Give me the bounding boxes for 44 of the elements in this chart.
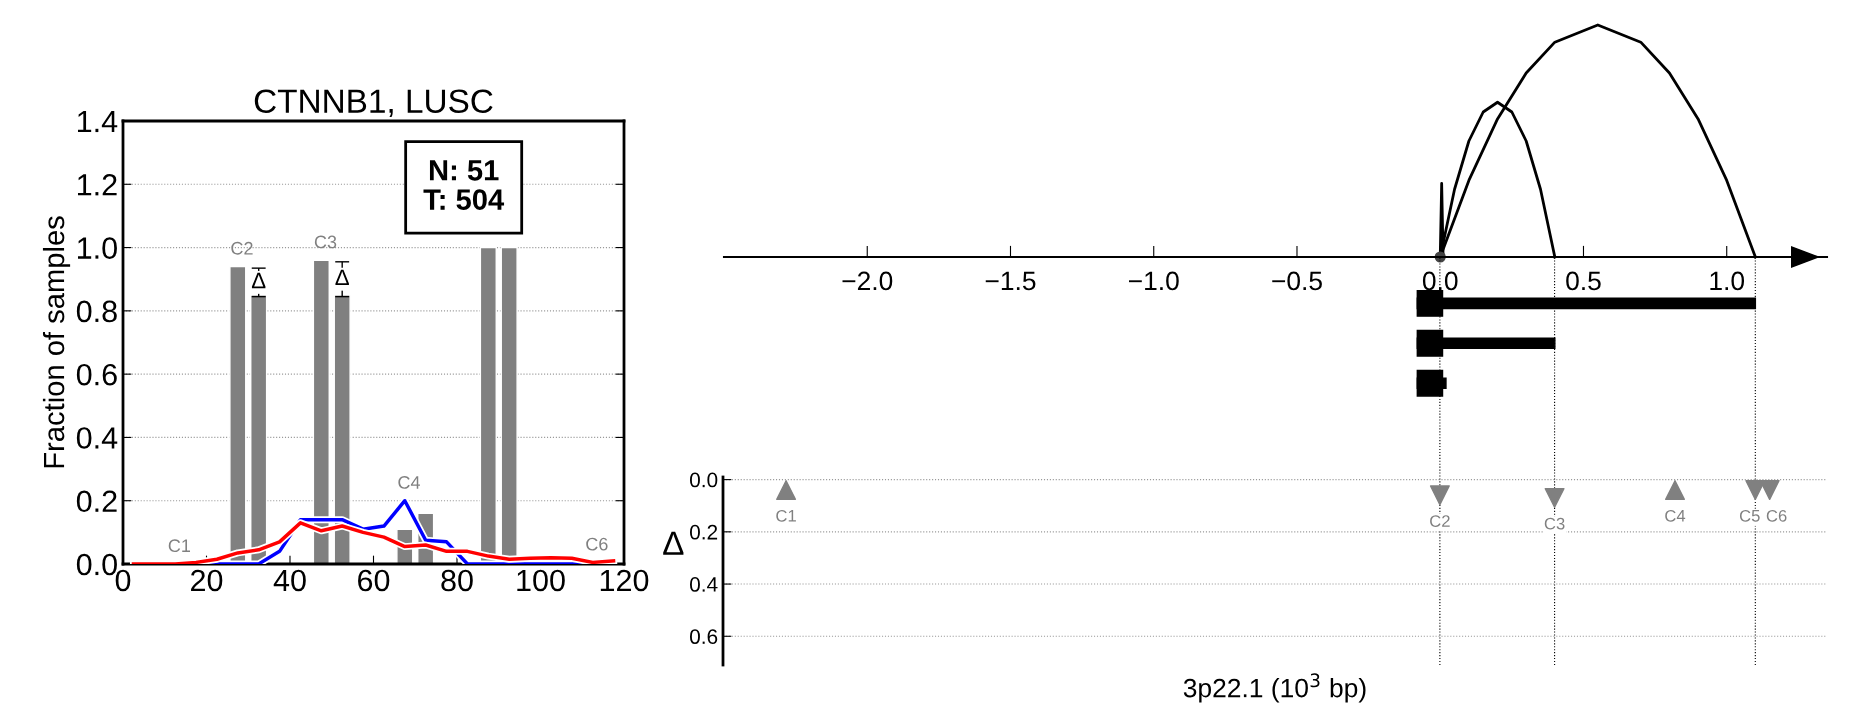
- annotation: Δ: [335, 269, 349, 285]
- y-tick-label: 0.0: [76, 553, 117, 576]
- y-tick-label: 0.6: [689, 629, 718, 645]
- x-tick-label: 120: [600, 569, 649, 592]
- chart-title: CTNNB1, LUSC: [254, 89, 493, 117]
- annotation: C6: [1766, 509, 1787, 522]
- annotation: C2: [231, 241, 253, 255]
- y-tick-label: 0.0: [689, 472, 718, 488]
- x-tick-label: 60: [358, 569, 390, 592]
- x-tick-label: 100: [517, 569, 565, 592]
- x-tick-label: −2.0: [842, 271, 893, 291]
- annotation: C2: [1430, 515, 1450, 527]
- annotation: C4: [1665, 509, 1686, 522]
- y-tick-label: 1.4: [78, 111, 118, 133]
- y-axis-title: Fraction of samples: [42, 216, 71, 468]
- annotation: C1: [168, 539, 191, 553]
- x-tick-label: 0: [115, 569, 131, 592]
- y-tick-label: 1.0: [78, 237, 117, 259]
- x-tick-label: 0.5: [1566, 271, 1601, 291]
- annotation: N: 51 T: 504: [423, 160, 505, 210]
- y-tick-label: 0.4: [76, 427, 118, 449]
- annotation: C4: [398, 476, 420, 489]
- x-tick-label: 20: [191, 569, 223, 592]
- x-tick-label: −0.5: [1272, 271, 1322, 291]
- y-tick-label: 0.6: [76, 363, 117, 386]
- annotation: Δ: [251, 272, 266, 289]
- annotation: C1: [776, 509, 796, 522]
- y-tick-label: 0.4: [689, 577, 718, 592]
- y-tick-label: 0.2: [689, 524, 718, 540]
- x-tick-label: −1.5: [985, 271, 1036, 291]
- y-tick-label: 0.8: [76, 300, 117, 323]
- annotation: C5: [1739, 509, 1760, 522]
- x-tick-label: 0.0: [1422, 271, 1458, 291]
- x-tick-label: 80: [441, 569, 473, 592]
- y-tick-label: 0.2: [76, 490, 117, 513]
- x-tick-label: 40: [273, 569, 306, 592]
- x-tick-label: 1.0: [1710, 271, 1745, 291]
- y-tick-label: 1.2: [78, 174, 117, 196]
- x-tick-label: −1.0: [1129, 271, 1179, 291]
- annotation: C6: [586, 537, 608, 551]
- annotation: C3: [314, 235, 337, 249]
- y-axis-title: Δ: [663, 531, 684, 555]
- x-axis-title: 3p22.1 (10$^{3}$ bp): [1183, 673, 1366, 703]
- annotation: C3: [1544, 517, 1565, 530]
